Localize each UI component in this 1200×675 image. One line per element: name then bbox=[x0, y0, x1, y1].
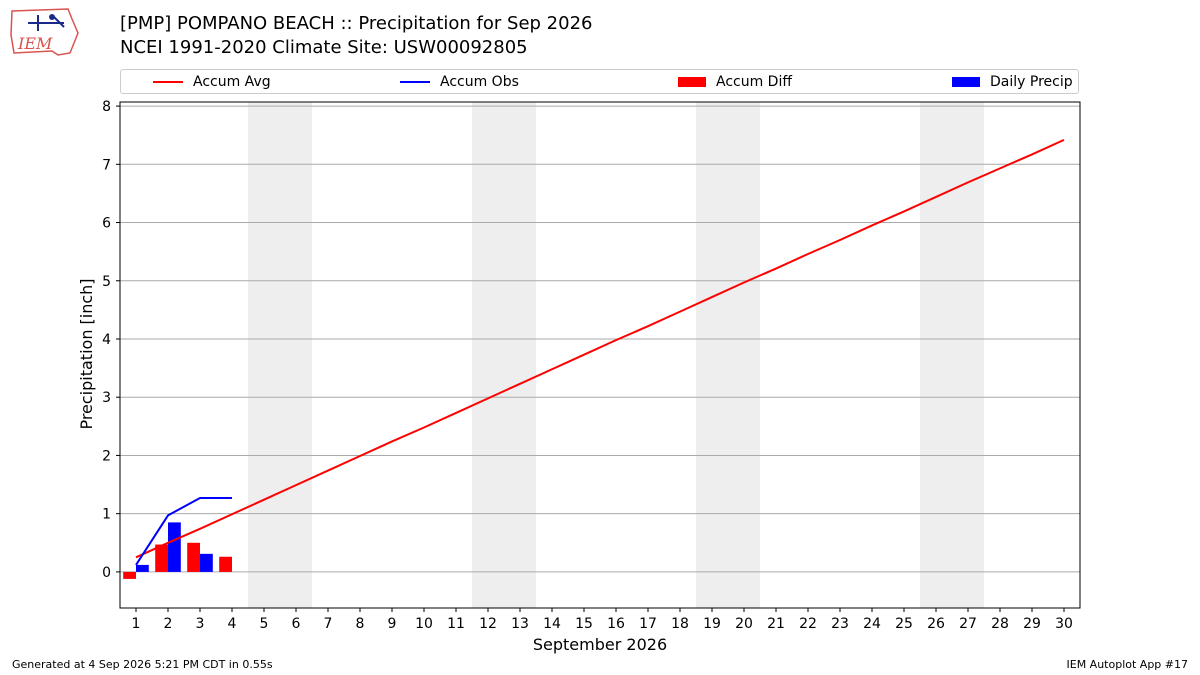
x-tick-label: 26 bbox=[927, 616, 945, 632]
x-tick-label: 9 bbox=[388, 616, 397, 632]
legend-label-accum-obs: Accum Obs bbox=[440, 74, 519, 90]
y-tick-label: 0 bbox=[102, 565, 111, 581]
legend-item-daily-precip: Daily Precip bbox=[952, 74, 1073, 90]
x-tick-label: 28 bbox=[991, 616, 1009, 632]
x-tick-label: 20 bbox=[735, 616, 753, 632]
iem-logo: IEM bbox=[10, 8, 79, 56]
x-tick-label: 13 bbox=[511, 616, 529, 632]
accum-diff-bar bbox=[155, 544, 168, 572]
legend-label-daily-precip: Daily Precip bbox=[990, 74, 1073, 90]
daily-precip-bar bbox=[200, 553, 213, 572]
x-tick-label: 15 bbox=[575, 616, 593, 632]
x-tick-label: 6 bbox=[292, 616, 301, 632]
x-tick-label: 27 bbox=[959, 616, 977, 632]
x-tick-label: 23 bbox=[831, 616, 849, 632]
x-tick-label: 18 bbox=[671, 616, 689, 632]
x-tick-label: 7 bbox=[324, 616, 333, 632]
x-tick-label: 21 bbox=[767, 616, 785, 632]
plot-frame bbox=[119, 101, 1081, 609]
daily-precip-bar bbox=[168, 522, 181, 572]
x-tick-label: 5 bbox=[260, 616, 269, 632]
legend: Accum Avg Accum Obs Accum Diff Daily Pre… bbox=[120, 69, 1079, 94]
accum-diff-bar bbox=[187, 542, 200, 572]
x-axis-label: September 2026 bbox=[533, 635, 667, 654]
x-tick-label: 14 bbox=[543, 616, 561, 632]
x-tick-label: 16 bbox=[607, 616, 625, 632]
y-tick-label: 6 bbox=[102, 216, 111, 232]
chart-title: [PMP] POMPANO BEACH :: Precipitation for… bbox=[120, 13, 593, 34]
x-tick-label: 12 bbox=[479, 616, 497, 632]
y-tick-label: 1 bbox=[102, 507, 111, 523]
y-tick-label: 5 bbox=[102, 274, 111, 290]
legend-swatch-accum-avg bbox=[153, 81, 183, 83]
legend-item-accum-avg: Accum Avg bbox=[153, 74, 271, 90]
legend-label-accum-avg: Accum Avg bbox=[193, 74, 271, 90]
x-tick-label: 4 bbox=[228, 616, 237, 632]
x-tick-label: 22 bbox=[799, 616, 817, 632]
legend-label-accum-diff: Accum Diff bbox=[716, 74, 793, 90]
x-tick-label: 30 bbox=[1055, 616, 1073, 632]
y-tick-label: 4 bbox=[102, 332, 111, 348]
x-tick-label: 19 bbox=[703, 616, 721, 632]
x-tick-label: 3 bbox=[196, 616, 205, 632]
accum-diff-bar bbox=[219, 556, 232, 572]
y-tick-label: 3 bbox=[102, 390, 111, 406]
x-tick-label: 2 bbox=[164, 616, 173, 632]
x-tick-label: 11 bbox=[447, 616, 465, 632]
legend-swatch-accum-diff bbox=[678, 77, 706, 87]
app-credit: IEM Autoplot App #17 bbox=[1066, 658, 1189, 671]
chart-subtitle: NCEI 1991-2020 Climate Site: USW00092805 bbox=[120, 37, 528, 58]
y-axis-label: Precipitation [inch] bbox=[77, 278, 96, 429]
x-tick-label: 8 bbox=[356, 616, 365, 632]
legend-swatch-accum-obs bbox=[400, 81, 430, 83]
weekend-band bbox=[920, 102, 984, 608]
legend-swatch-daily-precip bbox=[952, 77, 980, 87]
accum-avg-line bbox=[135, 138, 1065, 559]
x-tick-label: 17 bbox=[639, 616, 657, 632]
y-tick-label: 2 bbox=[102, 448, 111, 464]
weekend-band bbox=[472, 102, 536, 608]
x-tick-label: 1 bbox=[132, 616, 141, 632]
logo-text: IEM bbox=[17, 34, 53, 53]
x-tick-label: 29 bbox=[1023, 616, 1041, 632]
accum-diff-bar bbox=[123, 571, 136, 579]
y-tick-label: 8 bbox=[102, 99, 111, 115]
x-tick-label: 24 bbox=[863, 616, 881, 632]
weekend-band bbox=[696, 102, 760, 608]
accum-obs-line bbox=[135, 496, 232, 566]
y-tick-label: 7 bbox=[102, 157, 111, 173]
legend-item-accum-obs: Accum Obs bbox=[400, 74, 519, 90]
x-tick-label: 10 bbox=[415, 616, 433, 632]
generated-timestamp: Generated at 4 Sep 2026 5:21 PM CDT in 0… bbox=[12, 658, 273, 671]
x-tick-label: 25 bbox=[895, 616, 913, 632]
weekend-band bbox=[248, 102, 312, 608]
daily-precip-bar bbox=[136, 564, 149, 572]
legend-item-accum-diff: Accum Diff bbox=[678, 74, 792, 90]
